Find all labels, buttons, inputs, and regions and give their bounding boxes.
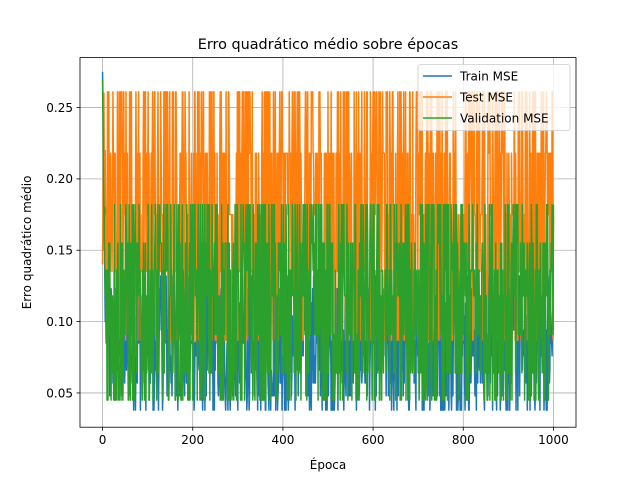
y-tick-label: 0.05 xyxy=(46,386,73,400)
chart-title: Erro quadrático médio sobre épocas xyxy=(198,37,458,53)
y-tick-label: 0.10 xyxy=(46,315,73,329)
x-tick-label: 200 xyxy=(181,433,204,447)
x-tick-label: 1000 xyxy=(538,433,569,447)
y-axis-label: Erro quadrático médio xyxy=(20,176,34,310)
y-tick-label: 0.25 xyxy=(46,101,73,115)
plot-area xyxy=(101,71,555,411)
legend-label: Validation MSE xyxy=(460,111,549,125)
y-axis: 0.05 0.10 0.15 0.20 0.25 xyxy=(46,101,80,400)
legend: Train MSE Test MSE Validation MSE xyxy=(417,64,571,131)
x-tick-label: 400 xyxy=(271,433,294,447)
axes-frame xyxy=(79,57,577,428)
legend-box xyxy=(417,64,571,131)
y-tick-label: 0.20 xyxy=(46,172,73,186)
x-axis: 0 200 400 600 800 1000 xyxy=(99,427,569,447)
x-axis-label: Época xyxy=(310,457,347,472)
x-tick-label: 0 xyxy=(99,433,107,447)
x-tick-label: 800 xyxy=(452,433,475,447)
series-line-2 xyxy=(101,79,555,401)
legend-label: Test MSE xyxy=(459,90,513,104)
y-tick-label: 0.15 xyxy=(46,244,73,258)
legend-label: Train MSE xyxy=(459,69,518,83)
x-tick-label: 600 xyxy=(362,433,385,447)
